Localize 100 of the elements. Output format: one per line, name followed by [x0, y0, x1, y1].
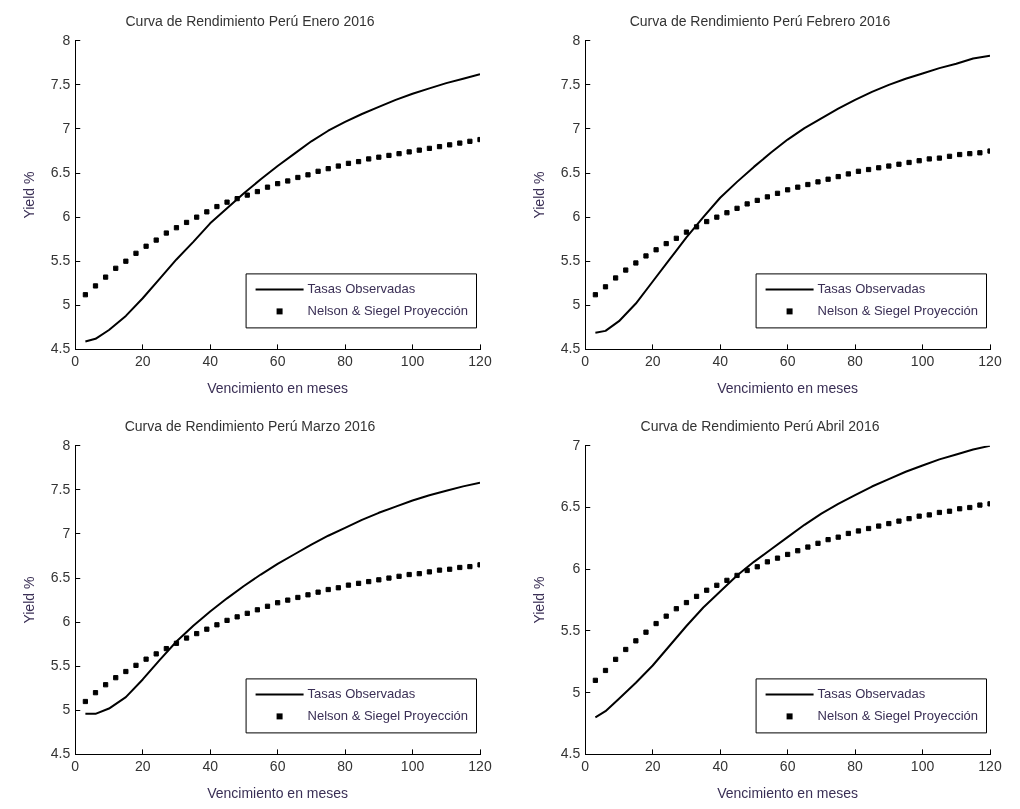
point — [957, 151, 963, 158]
chart-title: Curva de Rendimiento Perú Enero 2016 — [125, 13, 375, 30]
point — [714, 582, 720, 588]
x-tick-label: 20 — [134, 757, 151, 774]
point — [295, 594, 301, 601]
legend-label: Tasas Observadas — [307, 685, 416, 701]
legend-label: Nelson & Siegel Proyección — [307, 707, 468, 723]
point — [825, 536, 831, 543]
y-tick-label: 8 — [62, 436, 71, 453]
point — [602, 667, 609, 674]
point — [592, 677, 598, 683]
point — [113, 675, 119, 681]
point — [416, 571, 422, 577]
point — [916, 513, 922, 519]
point — [254, 188, 261, 195]
point — [744, 201, 750, 207]
point — [214, 622, 220, 628]
point — [906, 159, 912, 166]
point — [977, 502, 983, 508]
point — [82, 698, 88, 705]
x-tick-label: 20 — [134, 352, 151, 369]
point — [467, 563, 473, 570]
x-tick-label: 100 — [400, 757, 425, 774]
x-tick-label: 20 — [644, 352, 661, 369]
y-axis-title: Yield % — [531, 171, 548, 219]
point — [673, 235, 679, 241]
y-axis-title: Yield % — [21, 171, 38, 219]
legend-label: Nelson & Siegel Proyección — [817, 302, 978, 318]
chart-title: Curva de Rendimiento Perú Abril 2016 — [640, 418, 880, 435]
point — [764, 559, 771, 565]
point — [926, 156, 932, 162]
point — [406, 571, 412, 578]
point — [244, 610, 250, 616]
point — [335, 163, 341, 169]
point — [305, 592, 311, 598]
point — [447, 142, 453, 148]
x-tick-label: 120 — [978, 352, 1002, 369]
point — [143, 656, 149, 662]
y-tick-label: 6.5 — [560, 498, 581, 515]
x-tick-label: 60 — [269, 757, 286, 774]
point — [426, 569, 433, 575]
point — [386, 152, 392, 159]
x-tick-label: 120 — [468, 352, 492, 369]
x-tick-label: 80 — [337, 757, 354, 774]
point — [335, 585, 341, 591]
point — [92, 690, 99, 696]
point — [406, 149, 412, 155]
point — [133, 662, 139, 668]
point — [845, 171, 851, 177]
y-tick-label: 7 — [572, 436, 581, 453]
point — [426, 145, 433, 151]
point — [876, 523, 882, 529]
point — [457, 564, 463, 571]
point — [805, 544, 811, 550]
x-tick-label: 0 — [581, 757, 590, 774]
point — [123, 668, 129, 675]
x-tick-label: 40 — [202, 352, 219, 369]
x-tick-label: 100 — [910, 757, 935, 774]
x-axis-title: Vencimiento en meses — [717, 785, 859, 802]
y-tick-label: 7.5 — [50, 75, 71, 92]
point — [613, 275, 619, 281]
point — [602, 284, 609, 290]
point — [264, 603, 271, 609]
point — [724, 210, 730, 216]
point — [916, 158, 922, 164]
point — [457, 140, 463, 146]
point — [234, 614, 240, 620]
point — [835, 534, 841, 540]
point — [305, 172, 311, 178]
point — [643, 629, 649, 635]
point — [764, 194, 771, 200]
point — [896, 518, 902, 524]
y-tick-label: 5 — [572, 296, 581, 313]
x-tick-label: 40 — [712, 352, 729, 369]
point — [447, 566, 453, 572]
point — [264, 184, 271, 190]
point — [633, 260, 639, 266]
legend-label: Tasas Observadas — [817, 280, 926, 296]
point — [244, 192, 250, 198]
y-tick-label: 5.5 — [560, 621, 581, 638]
point — [92, 283, 99, 289]
point — [204, 626, 210, 632]
point — [785, 551, 791, 558]
point — [315, 168, 321, 174]
point — [285, 178, 291, 184]
point — [967, 151, 973, 157]
legend-label: Nelson & Siegel Proyección — [307, 302, 468, 318]
point — [967, 504, 973, 511]
point — [673, 606, 679, 612]
point — [704, 218, 710, 225]
point — [653, 247, 659, 253]
x-axis-title: Vencimiento en meses — [717, 380, 859, 397]
point — [194, 214, 200, 220]
point — [936, 155, 943, 161]
point — [795, 548, 801, 554]
point — [376, 154, 382, 160]
x-tick-label: 60 — [269, 352, 286, 369]
point — [957, 506, 963, 512]
point — [355, 158, 362, 165]
y-tick-label: 6 — [572, 560, 581, 577]
